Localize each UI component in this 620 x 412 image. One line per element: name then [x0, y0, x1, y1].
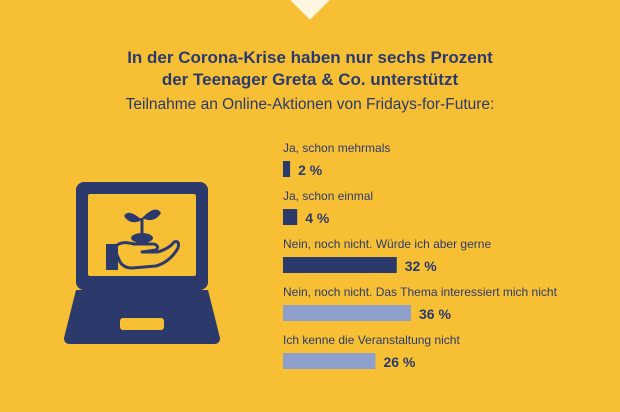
value-label: 2 %: [298, 162, 323, 178]
bar: [283, 161, 291, 177]
bar: [283, 209, 298, 225]
category-label: Ja, schon einmal: [283, 189, 373, 203]
value-label: 4 %: [305, 210, 330, 226]
category-label: Nein, noch nicht. Das Thema interessiert…: [283, 285, 558, 299]
laptop-plant-icon: [62, 178, 222, 355]
chart-title: In der Corona-Krise haben nur sechs Proz…: [0, 47, 620, 91]
value-label: 32 %: [405, 258, 437, 274]
category-label: Nein, noch nicht. Würde ich aber gerne: [283, 237, 491, 251]
chart-subtitle: Teilnahme an Online-Aktionen von Fridays…: [125, 96, 495, 113]
value-label: 26 %: [383, 354, 415, 370]
title-line-2: der Teenager Greta & Co. unterstützt: [161, 70, 459, 89]
bar: [283, 257, 397, 273]
bar: [283, 353, 376, 369]
title-line-1: In der Corona-Krise haben nur sechs Proz…: [127, 48, 493, 67]
category-label: Ja, schon mehrmals: [283, 141, 390, 155]
category-label: Ich kenne die Veranstaltung nicht: [283, 333, 460, 347]
bar: [283, 305, 411, 321]
value-label: 36 %: [419, 306, 451, 322]
